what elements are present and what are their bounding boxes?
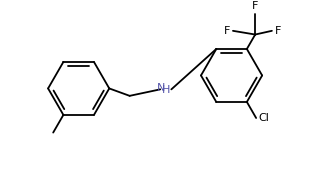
Text: Cl: Cl [258, 113, 269, 123]
Text: F: F [224, 26, 230, 36]
Text: H: H [162, 85, 170, 95]
Text: F: F [252, 1, 259, 11]
Text: F: F [275, 26, 281, 36]
Text: N: N [157, 83, 165, 93]
